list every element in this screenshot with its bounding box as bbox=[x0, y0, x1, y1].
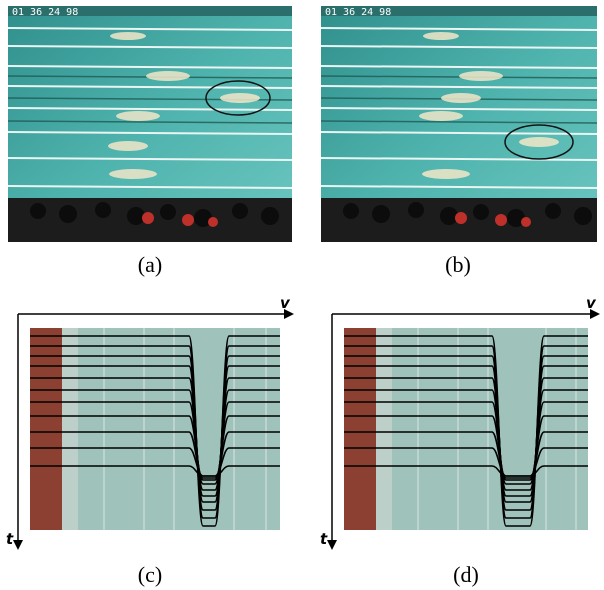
caption-c: (c) bbox=[137, 562, 163, 587]
timecode-a: 01 36 24 98 bbox=[12, 7, 78, 18]
trajectory-curve bbox=[344, 377, 588, 497]
caption-a: (a) bbox=[137, 252, 163, 277]
trajectory-curve bbox=[30, 365, 280, 503]
caption-b: (b) bbox=[445, 252, 471, 277]
axis-t-label-c: t bbox=[6, 530, 14, 548]
trajectory-curve bbox=[344, 415, 588, 481]
trajectory-curve bbox=[344, 365, 588, 503]
trajectory-curve bbox=[344, 465, 588, 477]
highlight-circle-b bbox=[504, 124, 574, 160]
trajectory-curve bbox=[30, 401, 280, 485]
trajectory-curve bbox=[30, 431, 280, 479]
highlight-circle-a bbox=[205, 80, 271, 116]
axis-t-label-d: t bbox=[320, 530, 328, 548]
panel-d: v t bbox=[318, 292, 602, 554]
spacetime-slice-d: v t bbox=[320, 294, 600, 550]
trajectory-curve bbox=[30, 389, 280, 491]
axis-v-label-d: v bbox=[586, 294, 597, 312]
panel-b: 01 36 24 98 bbox=[321, 6, 597, 242]
pool-image-a: 01 36 24 98 bbox=[8, 6, 292, 242]
trajectory-curve bbox=[344, 431, 588, 479]
swim-photo-a: 01 36 24 98 bbox=[8, 6, 292, 242]
pool-image-b: 01 36 24 98 bbox=[321, 6, 597, 242]
axis-v-label-c: v bbox=[280, 294, 291, 312]
trajectory-curve bbox=[30, 377, 280, 497]
panel-a: 01 36 24 98 bbox=[8, 6, 292, 242]
trajectory-curve bbox=[344, 389, 588, 491]
panel-c: v t bbox=[4, 292, 298, 554]
trajectory-curve bbox=[344, 401, 588, 485]
spacetime-slice-c: v t bbox=[6, 294, 294, 550]
trajectory-curve bbox=[30, 465, 280, 477]
swim-photo-b: 01 36 24 98 bbox=[321, 6, 597, 242]
timecode-b: 01 36 24 98 bbox=[325, 7, 391, 18]
trajectory-curve bbox=[30, 415, 280, 481]
caption-d: (d) bbox=[453, 562, 479, 587]
